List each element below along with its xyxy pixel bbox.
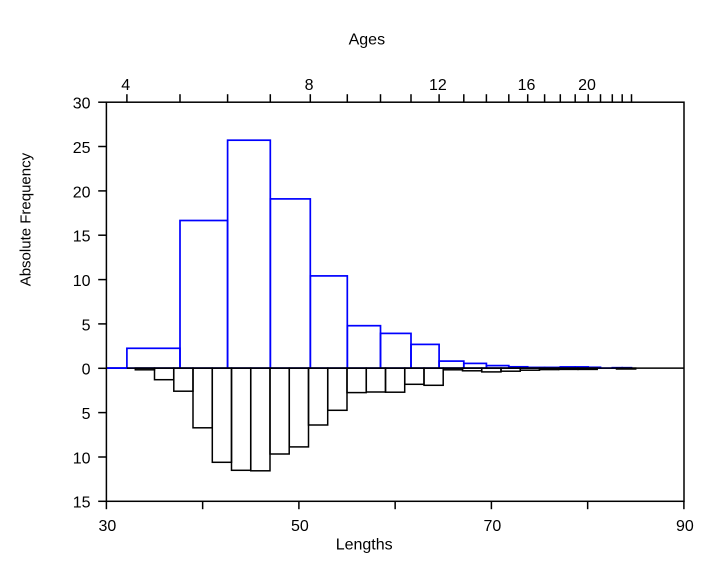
svg-text:5: 5 bbox=[82, 406, 91, 423]
svg-text:70: 70 bbox=[484, 518, 502, 535]
svg-text:Absolute Frequency: Absolute Frequency bbox=[18, 152, 35, 286]
svg-text:20: 20 bbox=[578, 77, 596, 94]
svg-text:30: 30 bbox=[73, 96, 91, 113]
svg-text:20: 20 bbox=[73, 184, 91, 201]
svg-text:4: 4 bbox=[121, 77, 130, 94]
svg-text:90: 90 bbox=[676, 518, 694, 535]
svg-text:8: 8 bbox=[305, 77, 314, 94]
svg-text:5: 5 bbox=[82, 317, 91, 334]
svg-text:16: 16 bbox=[518, 77, 536, 94]
svg-text:10: 10 bbox=[73, 450, 91, 467]
svg-text:0: 0 bbox=[82, 362, 91, 379]
svg-text:10: 10 bbox=[73, 273, 91, 290]
svg-text:15: 15 bbox=[73, 495, 91, 512]
svg-text:Lengths: Lengths bbox=[336, 536, 393, 553]
svg-text:15: 15 bbox=[73, 229, 91, 246]
svg-text:50: 50 bbox=[291, 518, 309, 535]
svg-text:30: 30 bbox=[99, 518, 117, 535]
svg-text:12: 12 bbox=[429, 77, 447, 94]
svg-text:25: 25 bbox=[73, 140, 91, 157]
svg-text:Ages: Ages bbox=[349, 32, 385, 49]
